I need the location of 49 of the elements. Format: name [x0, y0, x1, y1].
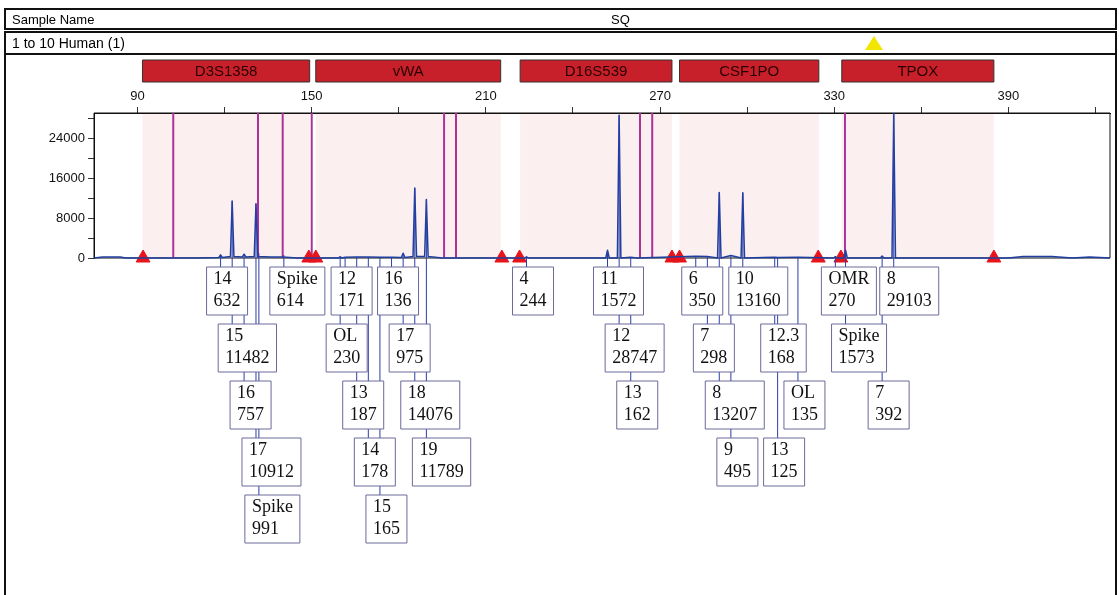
x-tick-label: 210	[475, 87, 497, 103]
annotation: 8 29103	[886, 267, 932, 310]
band-label: CSF1PO	[719, 62, 780, 80]
annotation: 8 13207	[712, 381, 758, 424]
x-tick-label: 390	[997, 87, 1020, 103]
y-tick-label: 16000	[48, 170, 85, 186]
annotation: 19 11789	[419, 438, 464, 481]
annotation: 10 13160	[735, 267, 781, 310]
annotation: Spike 1573	[838, 324, 880, 367]
annotation: 6 350	[688, 267, 716, 310]
annotation: OL 135	[790, 381, 818, 424]
annotation: 13 187	[349, 381, 377, 424]
x-tick-label: 150	[300, 87, 323, 103]
annotation: 14 632	[213, 267, 241, 310]
band-label: TPOX	[897, 62, 939, 80]
annotation: Spike 991	[251, 495, 293, 538]
text: SQ	[611, 12, 630, 27]
y-tick-label: 8000	[56, 209, 85, 225]
annotation: 9 495	[723, 438, 751, 481]
annotation: 14 178	[361, 438, 389, 481]
annotation: 13 162	[623, 381, 651, 424]
annotation: 7 298	[700, 324, 728, 367]
annotation: 16 757	[237, 381, 265, 424]
band-label: vWA	[392, 62, 424, 80]
annotation: 15 11482	[225, 324, 270, 367]
y-tick-label: 24000	[48, 130, 85, 146]
annotation: Spike 614	[276, 267, 318, 310]
annotation: 15 165	[372, 495, 400, 538]
annotation: 16 136	[384, 267, 412, 310]
annotation: 12 28747	[612, 324, 658, 367]
annotation: 13 125	[770, 438, 798, 481]
annotation: OL 230	[333, 324, 361, 367]
annotation: 12 171	[338, 267, 366, 310]
annotation: 12.3 168	[767, 324, 800, 367]
annotation: OMR 270	[828, 267, 870, 310]
text: Sample Name	[12, 12, 95, 27]
annotation: 17 10912	[248, 438, 294, 481]
x-tick-label: 270	[649, 87, 671, 103]
annotation: 17 975	[396, 324, 424, 367]
y-tick-label: 0	[77, 249, 85, 265]
annotation: 18 14076	[407, 381, 453, 424]
x-tick-label: 330	[823, 87, 846, 103]
chart-title: 1 to 10 Human (1)	[12, 35, 125, 51]
annotation: 4 244	[519, 267, 547, 310]
annotation: 11 1572	[600, 267, 637, 310]
band-label: D16S539	[564, 62, 628, 80]
x-tick-label: 90	[130, 87, 145, 103]
annotation: 7 392	[875, 381, 903, 424]
band-label: D3S1358	[194, 62, 258, 80]
